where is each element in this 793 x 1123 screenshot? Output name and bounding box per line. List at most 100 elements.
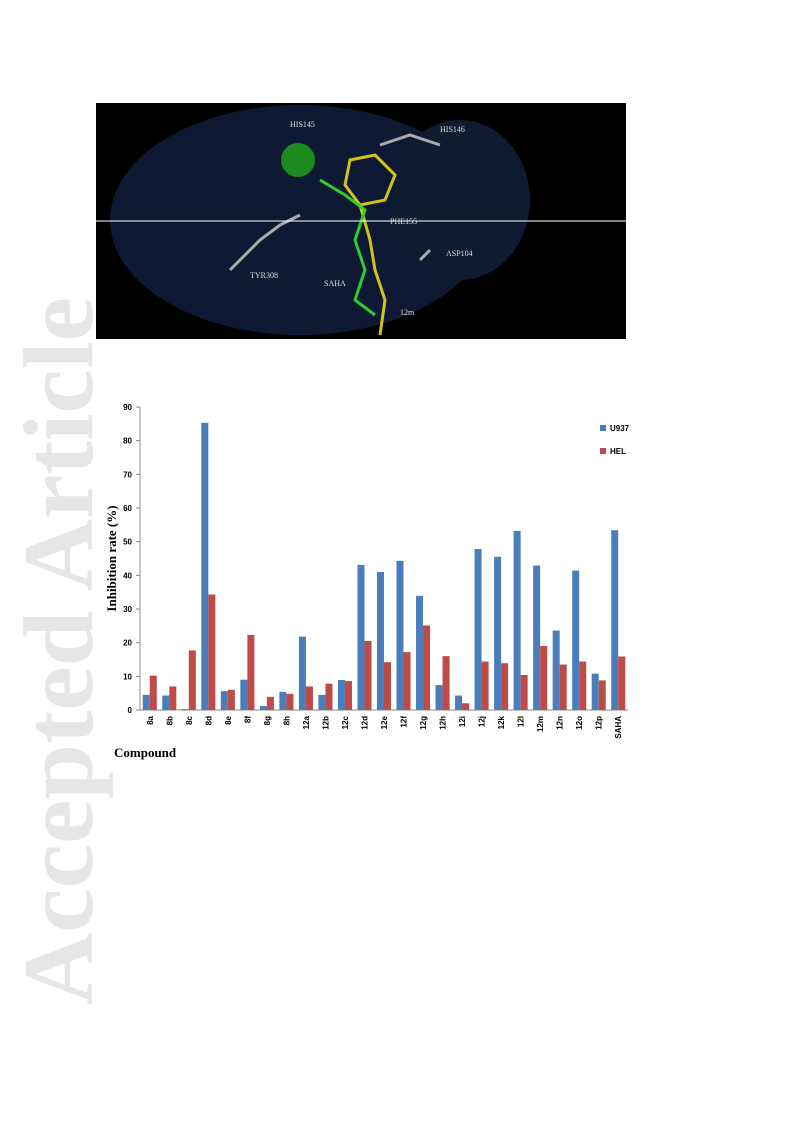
legend-swatch [600,425,606,431]
bar [208,594,216,710]
bar [442,656,450,710]
bar [344,681,352,710]
x-tick-label: 8d [204,716,213,725]
zinc-sphere [281,143,315,177]
residues [228,133,441,272]
x-tick-label: 12f [400,716,409,728]
bar [559,664,567,710]
bar [481,661,489,710]
legend-label: HEL [610,447,626,456]
x-tick-label: 8g [263,716,272,725]
y-tick-label: 30 [123,605,132,614]
bar [572,570,580,710]
bar [552,630,560,710]
y-tick-label: 90 [123,403,132,412]
residue-label: 12m [400,308,415,317]
bar [384,662,392,710]
bar [266,696,274,710]
x-tick-label: 12i [458,716,467,727]
bar [494,556,502,710]
docking-figure [96,103,626,339]
bar [364,640,372,710]
bar [162,695,170,710]
bar [591,673,599,710]
surface [110,105,490,335]
y-tick-label: 40 [123,571,132,580]
bar [357,564,365,710]
bar [188,650,196,710]
y-tick-label: 20 [123,639,132,648]
bar [520,674,528,710]
x-tick-label: 12o [575,716,584,730]
bar [396,560,404,710]
bar [337,680,345,710]
x-tick-label: 12a [302,715,311,729]
surface [390,120,530,280]
bar [305,686,313,710]
bar [598,680,606,710]
bar [416,595,424,710]
bar [455,695,463,710]
x-tick-label: 12j [478,716,487,727]
bar [513,530,521,710]
bar [286,693,294,710]
bar [220,691,228,710]
x-tick-label: 12c [341,715,350,729]
bar [474,549,482,710]
residue-label: PHE155 [390,217,417,226]
y-tick-label: 60 [123,504,132,513]
x-tick-label: 12h [439,716,448,730]
bar [533,565,541,710]
bar [279,691,287,710]
x-tick-label: SAHA [614,716,623,739]
x-tick-label: 12n [556,716,565,730]
ligand-12m [343,153,397,336]
residue-label: ASP104 [446,249,473,258]
x-tick-label: 8f [243,716,252,723]
bar [227,689,235,710]
y-tick-label: 70 [123,470,132,479]
watermark: Accepted Article [3,297,114,1005]
bar [403,652,411,710]
x-tick-label: 12m [536,716,545,732]
bar [423,625,431,710]
bar [376,571,384,710]
x-tick-label: 12g [419,716,428,730]
bar [149,675,157,710]
x-tick-label: 12d [360,716,369,730]
x-tick-label: 12e [380,715,389,729]
legend-label: U937 [610,424,630,433]
x-tick-label: 8b [165,716,174,725]
bar [142,694,150,710]
residue-label: HIS146 [440,125,465,134]
x-tick-label: 8a [146,715,155,724]
legend-swatch [600,448,606,454]
x-tick-label: 12b [321,716,330,730]
bar [579,661,587,710]
residue-label: HIS145 [290,120,315,129]
bar [181,708,189,710]
bar [201,422,209,710]
y-tick-label: 50 [123,538,132,547]
x-tick-label: 12l [517,716,526,727]
bar [540,646,548,710]
x-tick-label: 8c [185,715,194,724]
residue-label: SAHA [324,279,346,288]
bar [240,679,248,710]
x-tick-label: 12k [497,715,506,729]
bar [169,686,177,710]
x-tick-label: 12p [595,716,604,730]
bar [259,705,267,710]
residue-label: TYR308 [250,271,278,280]
bar [325,683,333,710]
x-tick-label: 8h [282,716,291,725]
y-axis-label: Inhibition rate (%) [104,505,119,611]
bar [435,685,443,710]
bar [318,694,326,710]
x-axis-label: Compound [114,745,177,760]
bar [618,656,626,710]
ligand-saha [319,178,376,317]
x-tick-label: 8e [224,715,233,724]
bar [462,703,470,710]
y-tick-label: 10 [123,672,132,681]
